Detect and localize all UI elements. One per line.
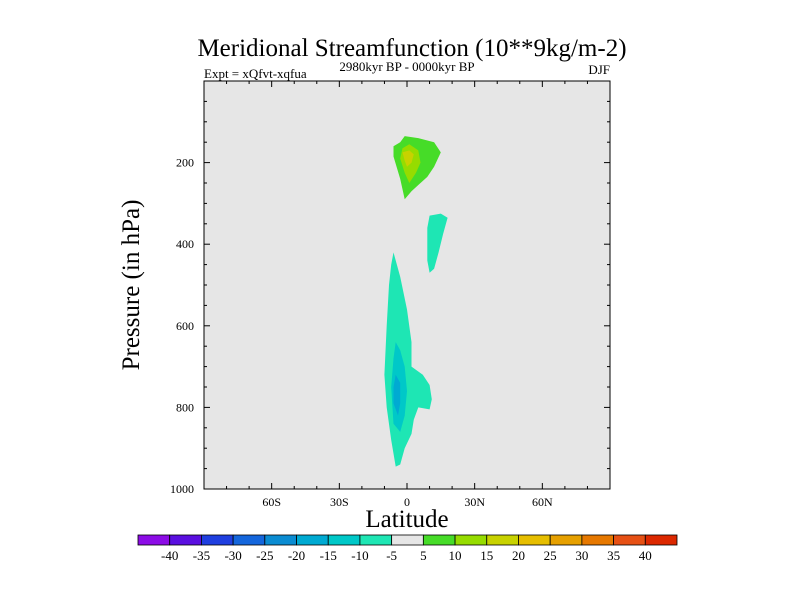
colorbar-label: 30 (575, 548, 588, 563)
x-tick-label: 30S (330, 495, 349, 509)
y-axis-label: Pressure (in hPa) (118, 200, 145, 371)
colorbar-label: -20 (288, 548, 305, 563)
colorbar-label: -15 (320, 548, 337, 563)
colorbar-swatch (169, 534, 202, 546)
y-tick-label: 800 (176, 400, 194, 414)
colorbar-label: 25 (544, 548, 557, 563)
colorbar-swatch (422, 534, 456, 546)
period-label: 2980kyr BP - 0000kyr BP (339, 59, 474, 74)
experiment-label: Expt = xQfvt-xqfua (204, 66, 307, 81)
colorbar-swatch (518, 534, 551, 546)
y-tick-label: 1000 (170, 482, 194, 496)
colorbar-label: -25 (256, 548, 273, 563)
colorbar-swatch (581, 534, 614, 546)
x-axis: 60S 30S 0 30N 60N (226, 81, 588, 509)
colorbar-label: -10 (351, 548, 368, 563)
lower-negative-peak (393, 374, 401, 416)
colorbar-swatch (232, 534, 266, 546)
colorbar-swatch (359, 534, 393, 546)
season-label: DJF (588, 62, 610, 77)
colorbar-label: 15 (480, 548, 493, 563)
colorbar-swatch (137, 534, 171, 546)
colorbar-label: -35 (193, 548, 210, 563)
mid-negative-cell (427, 213, 448, 273)
x-tick-label: 60N (532, 495, 553, 509)
colorbar-label: -5 (386, 548, 397, 563)
colorbar-label: 10 (449, 548, 462, 563)
colorbar-swatch (201, 534, 234, 546)
y-tick-label: 600 (176, 319, 194, 333)
colorbar-label: -30 (224, 548, 241, 563)
colorbar-label: 40 (639, 548, 652, 563)
colorbar-swatch (327, 534, 361, 546)
y-tick-label: 200 (176, 156, 194, 170)
x-tick-label: 60S (262, 495, 281, 509)
colorbar-label: 35 (607, 548, 620, 563)
x-axis-label: Latitude (365, 506, 448, 533)
colorbar-label: -40 (161, 548, 178, 563)
contour-regions (384, 136, 448, 467)
colorbar-swatch (296, 534, 329, 546)
x-tick-label: 30N (464, 495, 485, 509)
upper-positive-peak (402, 150, 414, 167)
colorbar: -40 -35 -30 -25 -20 -15 -10 -5 5 10 15 20 25 30 35 40 (137, 534, 678, 563)
colorbar-swatch (613, 534, 646, 546)
colorbar-label: 5 (420, 548, 427, 563)
x-tick-label: 0 (404, 495, 410, 509)
colorbar-swatch (549, 534, 583, 546)
colorbar-swatch (391, 534, 424, 546)
colorbar-swatch (264, 534, 297, 546)
y-minor-ticks (204, 100, 610, 470)
colorbar-swatch (644, 534, 678, 546)
y-tick-label: 400 (176, 237, 194, 251)
chart-title: Meridional Streamfunction (10**9kg/m-2) (197, 35, 626, 62)
y-axis: 200 400 600 800 1000 (170, 156, 610, 496)
colorbar-swatch (486, 534, 519, 546)
colorbar-swatch (454, 534, 488, 546)
colorbar-label: 20 (512, 548, 525, 563)
